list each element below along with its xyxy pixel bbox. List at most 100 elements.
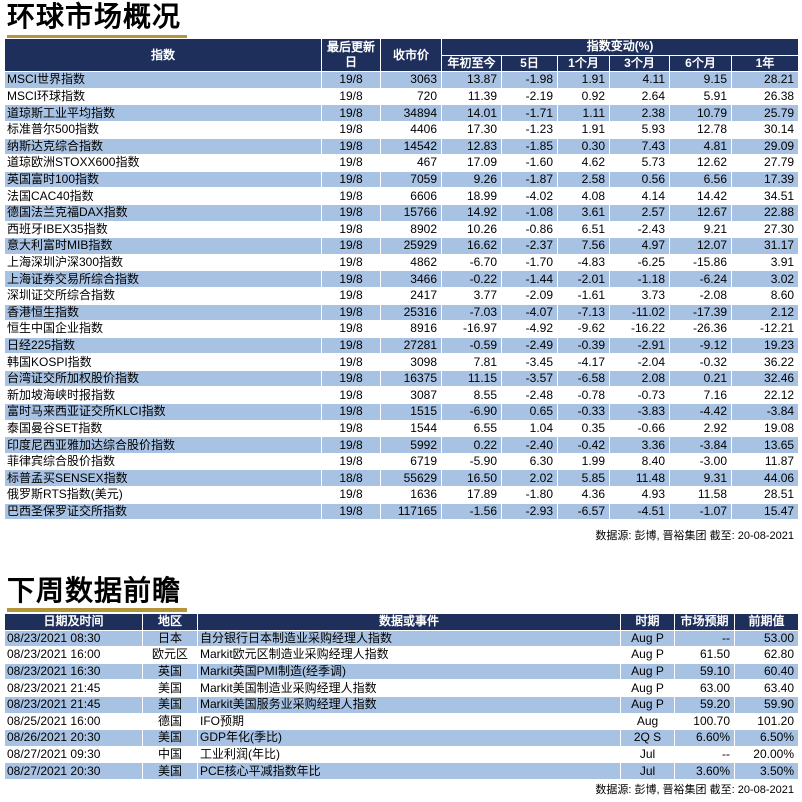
table-cell: 法国CAC40指数	[4, 187, 322, 205]
table-cell: 4.14	[609, 187, 670, 205]
table-cell: 22.12	[730, 386, 800, 405]
table-cell: -1.98	[501, 71, 558, 89]
table-row: 西班牙IBEX35指数 19/8 8902 10.26 -0.86 6.51 -2.43 9.…	[4, 220, 800, 239]
table-cell: -3.84	[669, 436, 732, 454]
table-cell: 61.50	[674, 646, 735, 664]
table-cell: 101.20	[734, 712, 799, 731]
table-cell: PCE核心平减指数年比	[197, 762, 621, 780]
table-cell: -4.17	[557, 353, 610, 371]
table-cell: -12.21	[730, 320, 800, 338]
table-cell: 08/23/2021 08:30	[4, 629, 143, 648]
table-row: 深圳证交所综合指数 19/8 2417 3.77 -2.09 -1.61 3.73 -2.08…	[4, 286, 800, 305]
table-cell: 8.55	[441, 386, 502, 405]
table-cell: 19/8	[321, 270, 381, 288]
header-event: 数据或事件	[197, 613, 621, 631]
table-cell: -0.22	[441, 270, 502, 288]
table-cell: 19/8	[321, 419, 381, 438]
table-cell: -7.03	[441, 303, 502, 322]
table-row: 意大利富时MIB指数 19/8 25929 16.62 -2.37 7.56 4.97 12.…	[4, 237, 800, 255]
table-cell: 7.43	[609, 137, 670, 156]
table-row: 08/25/2021 16:00 德国 IFO预期 Aug 100.70 101.20	[4, 712, 799, 731]
table-cell: Markit美国服务业采购经理人指数	[197, 695, 621, 714]
table-row: 俄罗斯RTS指数(美元) 19/8 1636 17.89 -1.80 4.36 4.93 11…	[4, 486, 800, 504]
header-previous: 前期值	[734, 613, 799, 631]
table-cell: 2417	[380, 286, 442, 305]
table-cell: 意大利富时MIB指数	[4, 237, 322, 255]
table-row: 上海证券交易所综合指数 19/8 3466 -0.22 -1.44 -2.01 -1.18-…	[4, 270, 800, 288]
table-cell: 4.81	[669, 137, 732, 156]
table-cell: -1.18	[609, 270, 670, 288]
table-cell: 15.47	[730, 502, 800, 521]
table-cell: -4.42	[669, 403, 732, 421]
table-cell: 08/23/2021 21:45	[4, 679, 143, 697]
table-cell: 菲律宾综合股价指数	[4, 452, 322, 471]
table-cell: 31.17	[730, 237, 800, 255]
table-cell: 巴西圣保罗证交所指数	[4, 502, 322, 521]
header-1m: 1个月	[557, 54, 610, 73]
table-cell: 25.79	[730, 104, 800, 122]
table-cell: Markit欧元区制造业采购经理人指数	[197, 646, 621, 664]
table-cell: Jul	[620, 762, 675, 780]
table-cell: 44.06	[730, 469, 800, 488]
table-cell: 美国	[142, 762, 198, 780]
table-cell: 德国	[142, 712, 198, 731]
table-cell: -4.51	[609, 502, 670, 521]
table-row: 标普孟买SENSEX指数 18/8 55629 16.50 2.02 5.85 11.48 9…	[4, 469, 800, 488]
table-cell: 12.07	[669, 237, 732, 255]
table-cell: 上海深圳沪深300指数	[4, 253, 322, 272]
table-cell: 9.31	[669, 469, 732, 488]
table-cell: 新加坡海峡时报指数	[4, 386, 322, 405]
table-cell: 0.35	[557, 419, 610, 438]
table-cell: -1.07	[669, 502, 732, 521]
table-cell: 5.91	[669, 87, 732, 106]
table-cell: 6719	[380, 452, 442, 471]
table-cell: 19/8	[321, 120, 381, 139]
table-cell: -11.02	[609, 303, 670, 322]
table-cell: 5992	[380, 436, 442, 454]
table-cell: 19/8	[321, 303, 381, 322]
table-cell: 3.73	[609, 286, 670, 305]
table-cell: 1.99	[557, 452, 610, 471]
table-cell: 美国	[142, 679, 198, 697]
table-cell: 19/8	[321, 220, 381, 239]
table-cell: 11.15	[441, 369, 502, 388]
table-cell: 3466	[380, 270, 442, 288]
header-close: 收市价	[380, 37, 442, 73]
table-cell: -4.07	[501, 303, 558, 322]
table-cell: 上海证券交易所综合指数	[4, 270, 322, 288]
table-cell: -2.48	[501, 386, 558, 405]
table-cell: 标准普尔500指数	[4, 120, 322, 139]
table-cell: 2.12	[730, 303, 800, 322]
table-cell: -1.85	[501, 137, 558, 156]
table-cell: 1544	[380, 419, 442, 438]
table-cell: 467	[380, 154, 442, 172]
table-row: 08/23/2021 21:45 美国 Markit美国制造业采购经理人指数 Aug …	[4, 679, 799, 697]
table-cell: 4.93	[609, 486, 670, 504]
table-cell: 2Q S	[620, 729, 675, 747]
table-cell: 27.30	[730, 220, 800, 239]
header-ytd: 年初至今	[441, 54, 502, 73]
table-cell: -1.61	[557, 286, 610, 305]
table-cell: 4862	[380, 253, 442, 272]
table-cell: 中国	[142, 745, 198, 764]
table-cell: 3087	[380, 386, 442, 405]
table-cell: 16.50	[441, 469, 502, 488]
table-cell: Aug P	[620, 695, 675, 714]
table-cell: 19/8	[321, 320, 381, 338]
table-cell: 泰国曼谷SET指数	[4, 419, 322, 438]
table-cell: 3063	[380, 71, 442, 89]
table-cell: 16375	[380, 369, 442, 388]
table-cell: 0.56	[609, 170, 670, 189]
header-3m: 3个月	[609, 54, 670, 73]
table-cell: GDP年化(季比)	[197, 729, 621, 747]
title-underline-2	[7, 608, 187, 612]
table-cell: -1.08	[501, 203, 558, 222]
table-cell: 0.22	[441, 436, 502, 454]
table-cell: 13.87	[441, 71, 502, 89]
table-cell: 19/8	[321, 104, 381, 122]
table-row: 巴西圣保罗证交所指数 19/8 117165 -1.56 -2.93 -6.57 -4.51…	[4, 502, 800, 521]
table-cell: 7.16	[669, 386, 732, 405]
table-cell: Aug	[620, 712, 675, 731]
table-cell: 韩国KOSPI指数	[4, 353, 322, 371]
table-cell: 1.04	[501, 419, 558, 438]
